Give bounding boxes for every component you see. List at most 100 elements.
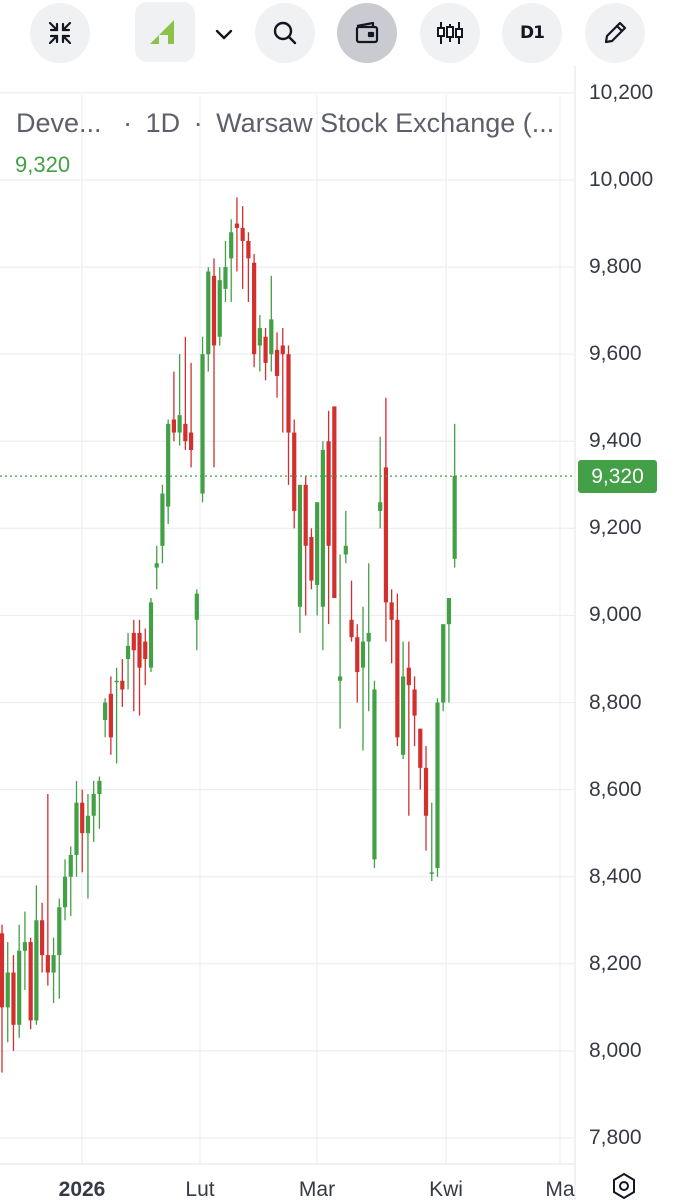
candle — [211, 258, 217, 468]
candle — [74, 780, 79, 877]
candle — [57, 898, 62, 999]
candle-body — [211, 275, 217, 346]
candle — [11, 955, 16, 1051]
wallet-icon[interactable] — [337, 3, 397, 63]
candle — [297, 484, 303, 633]
candle-body — [349, 619, 354, 638]
candle-body — [366, 632, 371, 642]
candle-body — [223, 267, 228, 289]
candle-body — [395, 619, 400, 738]
y-tick-label: 8,000 — [589, 1038, 642, 1062]
candle-body — [406, 667, 411, 686]
candle — [137, 619, 142, 716]
candle-body — [383, 467, 389, 603]
candle-body — [412, 689, 417, 716]
candle — [309, 528, 314, 590]
candle-body — [401, 676, 406, 755]
candle — [200, 336, 205, 503]
candle-body — [137, 632, 142, 668]
candle-body — [194, 593, 199, 620]
candle-body — [114, 680, 119, 683]
chart-settings-icon[interactable] — [600, 1166, 648, 1200]
candle — [22, 911, 28, 990]
candle-body — [131, 632, 136, 651]
candle — [418, 728, 423, 790]
candle-body — [326, 441, 331, 546]
candle — [148, 598, 154, 673]
candle-body — [240, 227, 245, 241]
candle-body — [91, 793, 96, 816]
candle — [5, 942, 10, 1043]
y-tick-label: 10,200 — [589, 80, 654, 104]
y-tick-label: 8,600 — [589, 777, 642, 801]
candle-body — [74, 802, 79, 855]
chart-grid — [0, 92, 575, 1164]
candle-body — [45, 955, 50, 973]
candle — [177, 354, 182, 446]
candle-body — [85, 815, 91, 834]
candle-body — [269, 319, 274, 355]
candle-body — [177, 415, 182, 433]
candle — [303, 476, 308, 616]
candle-body — [332, 406, 337, 599]
legend-last-value: 9,320 — [15, 152, 71, 177]
candle-body — [257, 328, 262, 346]
candle — [229, 219, 234, 302]
symbol-logo[interactable] — [135, 2, 195, 62]
candle-body — [378, 502, 383, 511]
candle-body — [166, 423, 171, 507]
search-icon[interactable] — [255, 3, 315, 63]
candle — [435, 698, 440, 877]
candle-body — [229, 232, 234, 259]
candle — [40, 902, 45, 973]
chart-legend[interactable]: Deve... · 1D · Warsaw Stock Exchange (..… — [16, 108, 554, 139]
legend-exchange: Warsaw Stock Exchange (... — [216, 108, 555, 138]
candle-body — [309, 537, 314, 581]
candle-body — [68, 854, 73, 877]
candle — [154, 545, 159, 590]
candle — [257, 314, 262, 372]
collapse-icon[interactable] — [30, 3, 90, 63]
candle-body — [183, 423, 188, 442]
legend-separator: · — [193, 108, 203, 138]
candle — [131, 619, 136, 712]
candle — [286, 345, 291, 485]
y-tick-label: 9,000 — [589, 603, 642, 627]
y-tick-label: 9,600 — [589, 342, 642, 366]
candle — [108, 676, 113, 755]
candle — [366, 563, 371, 712]
candle-body — [28, 942, 33, 1021]
legend-separator: · — [123, 108, 133, 138]
candle-body — [171, 419, 176, 433]
candle — [372, 680, 377, 869]
candle — [143, 628, 148, 686]
x-tick-label: Mar — [298, 1178, 336, 1200]
candle — [263, 328, 268, 381]
candle-body — [0, 933, 5, 1008]
candle-body — [62, 876, 68, 908]
candle — [188, 362, 194, 468]
candle — [97, 776, 102, 829]
candle — [274, 332, 280, 398]
chevron-down-icon[interactable] — [208, 18, 240, 50]
candle-body — [343, 545, 348, 555]
candle — [17, 924, 22, 1038]
indicators-icon[interactable] — [420, 3, 480, 63]
candle-body — [246, 240, 251, 259]
candle-body — [286, 354, 291, 433]
candle — [383, 397, 389, 642]
candle-body — [143, 641, 148, 659]
candle-body — [418, 728, 423, 768]
interval-label: D1 — [520, 23, 545, 43]
candle-body — [320, 449, 325, 607]
candle — [80, 789, 85, 873]
legend-interval: 1D — [145, 108, 181, 138]
candle — [217, 267, 222, 346]
candle-body — [217, 280, 222, 337]
candle — [269, 275, 274, 372]
pencil-icon[interactable] — [585, 3, 645, 63]
candles-layer — [0, 197, 457, 1073]
y-tick-label: 8,200 — [589, 951, 642, 975]
interval-button[interactable]: D1 — [502, 3, 562, 63]
